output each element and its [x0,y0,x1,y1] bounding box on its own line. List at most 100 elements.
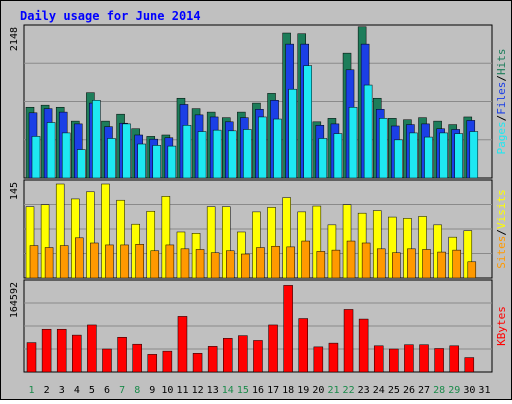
bar-sites-day-23 [361,242,371,279]
bar-pages-day-27 [424,136,433,179]
bar-sites-day-16 [256,247,265,279]
bar-pages-day-20 [318,138,328,179]
bar-pages-day-9 [152,145,162,179]
bar-pages-day-24 [378,118,388,179]
bar-kbytes-day-20 [313,346,324,373]
bar-kbytes-day-27 [419,344,429,373]
bar-pages-day-10 [167,145,177,179]
series-axis-label: Sites/Visits [495,189,508,269]
bar-sites-day-13 [210,252,220,279]
bar-kbytes-day-4 [72,334,82,373]
bar-kbytes-day-28 [434,348,444,373]
bar-pages-day-12 [197,131,207,179]
bar-kbytes-day-22 [343,309,354,373]
day-label-14: 14 [222,385,234,396]
bar-kbytes-day-19 [298,318,308,373]
bar-kbytes-day-18 [283,285,293,373]
series-axis-label-part: KBytes [495,306,508,346]
day-label-29: 29 [448,385,460,396]
day-label-28: 28 [433,385,445,396]
day-label-2: 2 [44,385,50,396]
bar-sites-day-3 [59,245,69,279]
day-label-19: 19 [297,385,309,396]
bar-sites-day-21 [331,249,341,279]
bar-sites-day-22 [346,240,356,279]
bar-pages-day-7 [122,123,131,179]
bar-kbytes-day-1 [26,342,37,373]
day-label-13: 13 [207,385,219,396]
day-label-17: 17 [267,385,279,396]
bar-pages-day-23 [363,84,373,179]
bar-kbytes-day-6 [102,348,112,373]
bar-pages-day-6 [107,138,116,179]
bar-kbytes-day-3 [56,328,67,373]
day-label-7: 7 [119,385,125,396]
bar-kbytes-day-13 [207,346,218,373]
panel-visits-sites: 145 Sites/Visits [9,179,508,279]
bar-pages-day-3 [61,132,71,179]
day-label-15: 15 [237,385,249,396]
bar-sites-day-28 [437,251,446,279]
day-label-30: 30 [463,385,475,396]
bar-pages-day-2 [46,122,56,179]
bar-kbytes-day-10 [162,350,173,373]
series-axis-label-part: / [495,229,508,236]
max-value-label: 145 [9,182,20,200]
bar-sites-day-29 [452,249,461,279]
bar-sites-day-17 [271,245,280,279]
bar-kbytes-day-23 [358,318,369,373]
bar-pages-day-15 [243,129,252,179]
series-axis-label-part: Pages [495,121,508,154]
bar-kbytes-day-29 [449,345,459,373]
day-label-22: 22 [343,385,355,396]
day-label-8: 8 [134,385,140,396]
bar-kbytes-day-8 [132,343,142,373]
day-label-10: 10 [161,385,173,396]
bar-pages-day-18 [288,88,297,179]
chart-title: Daily usage for June 2014 [20,9,201,23]
series-axis-label-part: / [495,115,508,122]
day-label-11: 11 [176,385,188,396]
day-label-18: 18 [282,385,294,396]
bar-sites-day-25 [392,252,401,279]
day-label-4: 4 [74,385,80,396]
bar-pages-day-26 [409,132,418,179]
chart-panels: 2148Pages/Files/Hits145Sites/Visits16459… [9,24,508,373]
bar-sites-day-18 [286,246,295,279]
day-label-20: 20 [312,385,324,396]
bar-sites-day-20 [316,251,326,279]
series-axis-label-part: Hits [495,49,508,76]
bar-pages-day-25 [394,139,403,179]
bar-pages-day-13 [212,129,222,179]
bar-sites-day-4 [75,237,84,279]
day-label-12: 12 [192,385,204,396]
day-label-31: 31 [478,385,490,396]
bar-sites-day-1 [29,245,39,279]
bar-kbytes-day-15 [238,335,248,373]
day-label-3: 3 [59,385,65,396]
series-axis-label-part: Files [495,82,508,115]
bar-sites-day-2 [44,247,54,279]
bar-sites-day-27 [422,249,431,279]
bar-pages-day-30 [469,131,479,179]
bar-pages-day-8 [137,143,146,179]
bar-pages-day-5 [92,100,101,179]
series-axis-label-part: Visits [495,189,508,229]
bar-pages-day-17 [273,118,282,179]
bar-sites-day-12 [195,249,205,279]
bar-kbytes-day-11 [177,316,188,373]
series-axis-label-part: Sites [495,236,508,269]
day-label-6: 6 [104,385,110,396]
day-label-16: 16 [252,385,264,396]
bar-kbytes-day-14 [223,338,233,373]
series-axis-label-part: / [495,75,508,82]
bar-sites-day-15 [241,253,250,279]
bar-sites-day-8 [135,244,144,279]
day-label-26: 26 [403,385,415,396]
max-value-label: 164592 [9,282,20,318]
bar-sites-day-9 [150,250,160,279]
bar-sites-day-26 [407,248,416,279]
